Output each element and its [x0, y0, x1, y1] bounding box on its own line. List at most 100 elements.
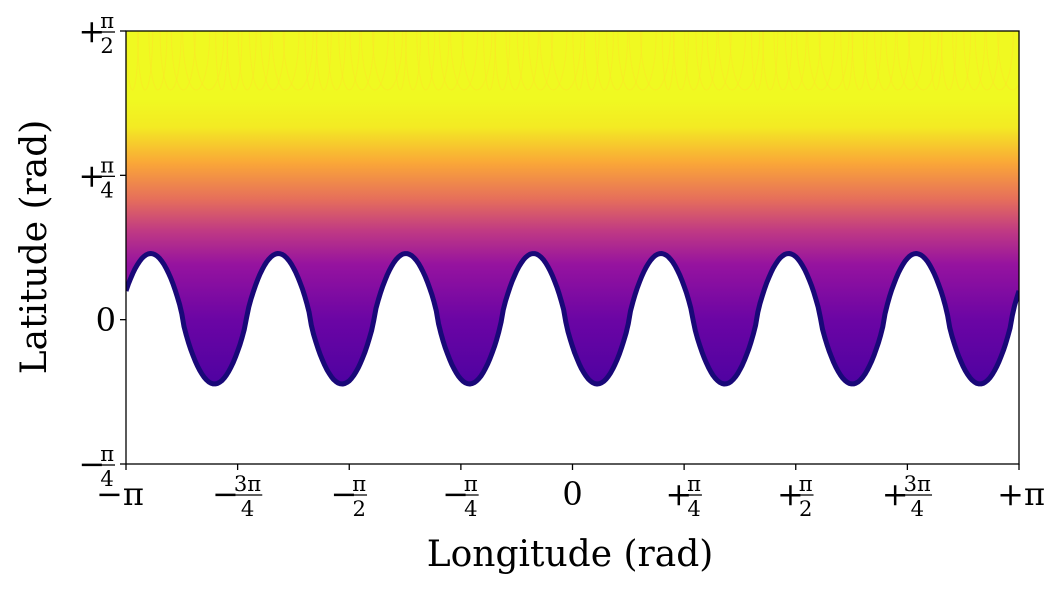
x-tick-label-sign: +	[665, 475, 692, 513]
cap-arc	[885, 31, 911, 91]
cap-arc	[594, 31, 614, 91]
x-tick-label-sign: −	[330, 475, 357, 513]
cap-arc	[271, 31, 300, 91]
cap-arc	[840, 31, 854, 91]
cap-arc	[628, 31, 657, 91]
cap-arc	[405, 31, 422, 91]
cap-arc	[248, 31, 271, 91]
cap-arc	[483, 31, 497, 91]
x-tick-label: −π	[96, 475, 144, 513]
cap-arc	[393, 31, 407, 91]
cap-arc	[282, 31, 314, 91]
x-tick-label-denominator: 2	[352, 496, 365, 521]
x-tick-label-text: +π	[997, 475, 1045, 513]
cap-arc	[963, 31, 986, 91]
x-tick-label: +π4	[665, 471, 702, 521]
cap-arc	[450, 31, 479, 91]
cap-arc	[940, 31, 957, 91]
cap-arc	[695, 31, 718, 91]
cap-arc	[583, 31, 600, 91]
cap-arc	[148, 31, 168, 91]
x-tick-label-denominator: 4	[241, 496, 254, 521]
cap-arc	[572, 31, 586, 91]
cap-arc	[661, 31, 675, 91]
cap-arc	[237, 31, 257, 91]
cap-arc	[416, 31, 436, 91]
x-tick-label-denominator: 4	[911, 496, 924, 521]
cap-arc	[717, 31, 746, 91]
cap-arc	[750, 31, 764, 91]
cap-arc	[807, 31, 836, 91]
x-tick-label-numerator: 3π	[904, 471, 931, 496]
polar-cap-texture	[126, 31, 1019, 91]
y-tick-label: +π2	[78, 8, 115, 58]
x-axis-label: Longitude (rad)	[427, 534, 714, 575]
cap-arc	[349, 31, 375, 91]
cap-arc	[304, 31, 318, 91]
cap-arc	[338, 31, 361, 91]
cap-arc	[784, 31, 807, 91]
cap-arc	[684, 31, 704, 91]
y-tick-label-numerator: π	[100, 8, 114, 33]
cap-arc	[494, 31, 511, 91]
cap-arc	[315, 31, 332, 91]
x-axis-ticks: −π −3π4 −π2 −π4 0 +π4 +π2 +3π4 +π	[96, 464, 1045, 521]
x-tick-label-sign: +	[882, 475, 909, 513]
cap-arc	[438, 31, 464, 91]
cap-arc	[182, 31, 211, 91]
cap-arc	[137, 31, 154, 91]
cap-arc	[907, 31, 939, 91]
y-tick-label-sign: −	[78, 445, 105, 483]
x-tick-label: +3π4	[882, 471, 933, 521]
cap-arc	[360, 31, 389, 91]
cap-arc	[372, 31, 404, 91]
cap-arc	[639, 31, 671, 91]
y-tick-label: +π4	[78, 152, 115, 202]
cap-arc	[260, 31, 286, 91]
x-tick-label-numerator: π	[799, 471, 813, 496]
x-tick-label: +π	[997, 475, 1045, 513]
y-tick-label-denominator: 4	[100, 466, 113, 491]
x-tick-label-sign: +	[777, 475, 804, 513]
y-tick-label-text: 0	[96, 301, 116, 339]
x-tick-label: −3π4	[212, 471, 263, 521]
cap-arc	[606, 31, 629, 91]
cap-arc	[952, 31, 972, 91]
cap-arc	[215, 31, 229, 91]
y-tick-label: 0	[96, 301, 116, 339]
y-tick-label-numerator: π	[100, 441, 114, 466]
cap-arc	[796, 31, 822, 91]
cap-arc	[528, 31, 554, 91]
x-tick-label-sign: −	[442, 475, 469, 513]
cap-arc	[159, 31, 182, 91]
x-tick-label-numerator: 3π	[234, 471, 261, 496]
x-tick-label-denominator: 2	[799, 496, 812, 521]
x-tick-label-numerator: π	[352, 471, 366, 496]
cap-arc	[326, 31, 346, 91]
cap-arc	[505, 31, 525, 91]
y-tick-label-sign: +	[78, 12, 105, 50]
cap-arc	[974, 31, 1000, 91]
boundary-edge-line	[126, 251, 1019, 387]
cap-arc	[729, 31, 761, 91]
x-tick-label-numerator: π	[464, 471, 478, 496]
x-tick-label-sign: −	[212, 475, 239, 513]
cap-arc	[862, 31, 882, 91]
x-tick-label-text: −π	[96, 475, 144, 513]
x-tick-label: −π2	[330, 471, 368, 521]
cap-arc	[516, 31, 539, 91]
cap-arc	[461, 31, 493, 91]
x-tick-label: +π2	[777, 471, 814, 521]
cap-arc	[672, 31, 689, 91]
cap-arc	[226, 31, 243, 91]
cap-arc	[617, 31, 643, 91]
y-tick-label-sign: +	[78, 157, 105, 195]
cap-arc	[550, 31, 582, 91]
cap-arc	[706, 31, 732, 91]
x-tick-label: 0	[562, 475, 582, 513]
y-tick-label-numerator: π	[100, 152, 114, 177]
y-tick-label-denominator: 2	[100, 33, 113, 58]
cap-arc	[170, 31, 196, 91]
cap-arc	[427, 31, 450, 91]
